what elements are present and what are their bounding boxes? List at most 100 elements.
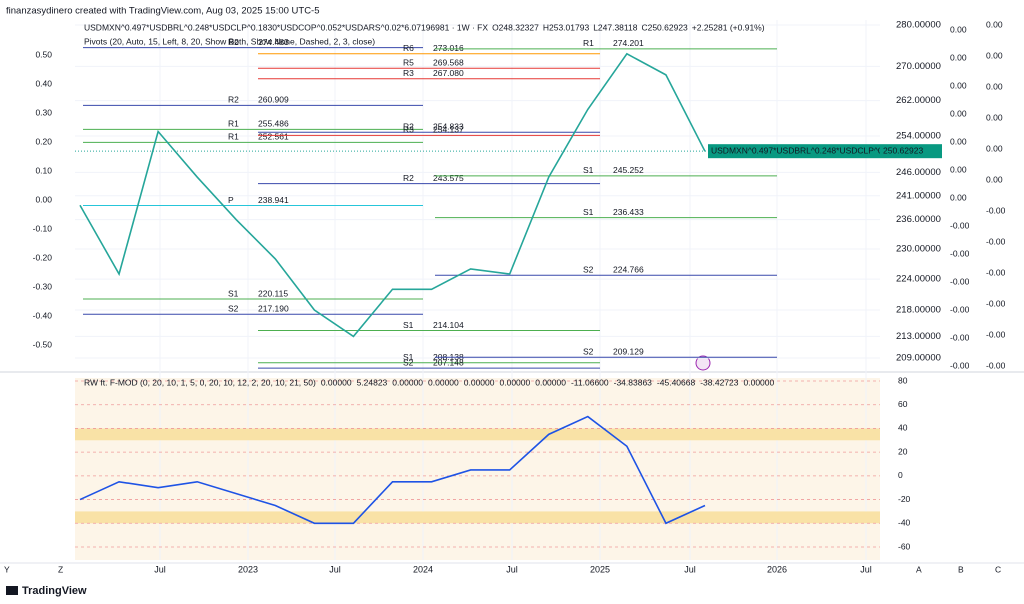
right-scale-a-label: 0.00 [950, 108, 967, 118]
time-label: Jul [329, 564, 341, 574]
indicator-tick-label: 0 [898, 470, 903, 480]
brand: TradingView [22, 585, 87, 597]
price-tick-label: 230.00000 [896, 243, 941, 254]
tool-z[interactable]: Z [58, 564, 63, 574]
pivot-value: 267.080 [433, 68, 464, 78]
right-scale-b-label: -0.00 [986, 298, 1006, 308]
pivot-value: 274.483 [258, 37, 289, 47]
left-scale-label: 0.30 [35, 107, 52, 117]
indicator-line [79, 415, 706, 525]
pivot-level: R2 [228, 95, 239, 105]
right-scale-b-label: -0.00 [986, 360, 1006, 370]
legend-text: +2.25281 (+0.91%) [692, 22, 765, 32]
pivot-level: S1 [403, 320, 414, 330]
right-scale-a-label: -0.00 [950, 220, 970, 230]
right-scale-a-label: 0.00 [950, 164, 967, 174]
pivot-level: R3 [403, 125, 414, 135]
left-scale-label: 0.40 [35, 78, 52, 88]
legend-text: C250.62923 [641, 22, 688, 32]
pivot-value: 214.104 [433, 320, 464, 330]
pivot-level: S1 [403, 352, 414, 362]
indicator-value: -34.83863 [614, 377, 653, 387]
right-scale-b-label: -0.00 [986, 267, 1006, 277]
pivot-level: S1 [228, 288, 239, 298]
time-label: Jul [154, 564, 166, 574]
pivot-level: R1 [228, 119, 239, 129]
legend-text: USDMXN^0.497*USDBRL^0.248*USDCLP^0.1830*… [84, 22, 488, 32]
last-price-box [880, 144, 942, 159]
price-tick-label: 254.00000 [896, 130, 941, 141]
price-tick-label: 241.00000 [896, 190, 941, 201]
pivot-level: S1 [583, 207, 594, 217]
right-scale-b-label: -0.00 [986, 236, 1006, 246]
right-scale-a-label: -0.00 [950, 248, 970, 258]
lower-zone [75, 511, 880, 524]
left-scale-label: -0.50 [33, 339, 53, 349]
pivot-level: R6 [403, 43, 414, 53]
indicator-value: 0.00000 [392, 377, 423, 387]
right-scale-b-label: -0.00 [986, 205, 1006, 215]
tool-a[interactable]: A [916, 564, 922, 574]
right-scale-a-label: 0.00 [950, 192, 967, 202]
pivot-level: S2 [583, 347, 594, 357]
pivot-value: 254.833 [433, 121, 464, 131]
left-scale-label: 0.00 [35, 194, 52, 204]
right-scale-b-label: 0.00 [986, 19, 1003, 29]
left-scale-label: -0.10 [33, 223, 53, 233]
right-scale-b-label: 0.00 [986, 174, 1003, 184]
tool-c[interactable]: C [995, 564, 1001, 574]
indicator-value: 0.00000 [428, 377, 459, 387]
pivot-level: S2 [403, 357, 414, 367]
right-scale-a-label: -0.00 [950, 304, 970, 314]
price-tick-label: 236.00000 [896, 214, 941, 225]
pivot-level: R1 [228, 132, 239, 142]
indicator-tick-label: -60 [898, 541, 911, 551]
indicator-tick-label: 20 [898, 446, 908, 456]
upper-zone [75, 428, 880, 441]
pivot-value: 236.433 [613, 207, 644, 217]
indicator-value: 5.24823 [357, 377, 388, 387]
price-tick-label: 246.00000 [896, 167, 941, 178]
indicator-value: 0.00000 [535, 377, 566, 387]
right-scale-b-label: 0.00 [986, 143, 1003, 153]
indicator-tick-label: 40 [898, 423, 908, 433]
indicator-value: 0.00000 [464, 377, 495, 387]
left-scale-label: -0.30 [33, 281, 53, 291]
right-scale-b-label: -0.00 [986, 329, 1006, 339]
indicator-value: -45.40668 [657, 377, 696, 387]
pivot-level: R2 [228, 37, 239, 47]
indicator-value: 0.00000 [321, 377, 352, 387]
pivot-level: S2 [583, 264, 594, 274]
pivot-level: R2 [403, 173, 414, 183]
right-scale-a-label: 0.00 [950, 136, 967, 146]
tool-y[interactable]: Y [4, 564, 10, 574]
right-scale-a-label: 0.00 [950, 80, 967, 90]
indicator-tick-label: -20 [898, 494, 911, 504]
time-label: 2025 [590, 564, 610, 574]
time-label: 2023 [238, 564, 258, 574]
right-scale-a-label: 0.00 [950, 52, 967, 62]
legend-text: H253.01793 [543, 22, 590, 32]
right-scale-b-label: 0.00 [986, 50, 1003, 60]
event-icon[interactable] [695, 355, 711, 371]
right-scale-a-label: -0.00 [950, 360, 970, 370]
time-label: 2024 [413, 564, 433, 574]
left-scale-label: 0.20 [35, 136, 52, 146]
time-label: 2026 [767, 564, 787, 574]
tool-b[interactable]: B [958, 564, 964, 574]
pivot-value: 207.148 [433, 357, 464, 367]
pivot-level: R2 [403, 121, 414, 131]
legend-text: O248.32327 [492, 22, 539, 32]
pivot-value: 255.486 [258, 119, 289, 129]
indicator-value: 0.00000 [500, 377, 531, 387]
right-scale-b-label: 0.00 [986, 81, 1003, 91]
last-price-name: USDMXN^0.497*USDBRL^0.248*USDCLP^0.18... [711, 145, 902, 155]
pivot-value: 254.137 [433, 125, 464, 135]
time-label: Jul [860, 564, 872, 574]
pivot-value: 224.766 [613, 264, 644, 274]
indicator-value: 0.00000 [744, 377, 775, 387]
last-price-tag [708, 144, 880, 159]
pivot-value: 269.568 [433, 57, 464, 67]
pivot-level: R5 [403, 57, 414, 67]
